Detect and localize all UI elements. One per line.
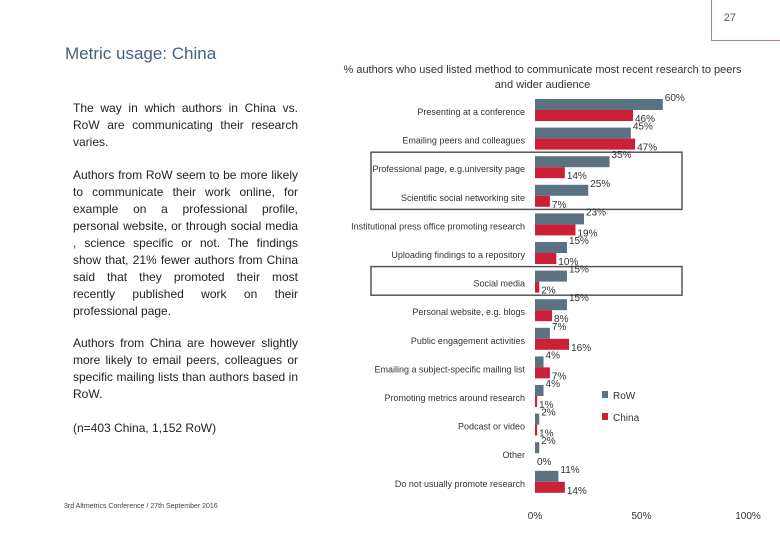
- bar-row-podcast-or-video: [535, 413, 540, 425]
- bar-row-scientific-social-networking-site: [535, 184, 589, 196]
- x-tick-100: 100%: [735, 511, 761, 522]
- footer-ordinal: 3rd: [64, 503, 75, 510]
- category-label-podcast-or-video: Podcast or video: [458, 422, 525, 432]
- bar-china-presenting-at-a-conference: [535, 110, 633, 121]
- sample-size-note: (n=403 China, 1,152 RoW): [73, 421, 217, 435]
- legend-label-china: China: [613, 413, 640, 424]
- category-label-emailing-peers-and-colleagues: Emailing peers and colleagues: [402, 136, 525, 146]
- bar-china-emailing-a-subject-specific-mailing-list: [535, 367, 550, 379]
- data-label-china-uploading-findings-to-a-repository: 10%: [558, 257, 578, 268]
- x-tick-50: 50%: [631, 511, 651, 522]
- highlight-box-2: [370, 265, 683, 296]
- data-label-row-do-not-usually-promote-research: 11%: [560, 465, 579, 476]
- data-label-row-public-engagement-activities: 7%: [552, 322, 567, 333]
- category-label-scientific-social-networking-site: Scientific social networking site: [401, 193, 525, 203]
- data-label-row-emailing-a-subject-specific-mailing-list: 4%: [546, 350, 561, 361]
- data-label-china-promoting-metrics-around-research: 1%: [539, 400, 554, 411]
- bar-row-personal-website-e-g-blogs: [535, 299, 567, 311]
- bar-china-public-engagement-activities: [535, 338, 570, 350]
- data-label-row-promoting-metrics-around-research: 4%: [546, 379, 561, 390]
- x-tick-0: 0%: [528, 511, 543, 522]
- data-label-china-emailing-a-subject-specific-mailing-list: 7%: [552, 371, 567, 382]
- category-label-institutional-press-office-promoting-research: Institutional press office promoting res…: [351, 221, 525, 231]
- bar-row-emailing-a-subject-specific-mailing-list: [535, 356, 544, 368]
- data-label-china-other: 0%: [537, 457, 552, 468]
- category-label-public-engagement-activities: Public engagement activities: [411, 336, 526, 346]
- page-title: Metric usage: China: [65, 44, 217, 63]
- data-label-china-scientific-social-networking-site: 7%: [552, 200, 567, 211]
- data-label-china-emailing-peers-and-colleagues: 47%: [637, 143, 657, 154]
- bar-row-presenting-at-a-conference: [535, 99, 663, 110]
- data-label-china-social-media: 2%: [541, 286, 556, 297]
- bar-china-podcast-or-video: [535, 424, 538, 436]
- data-label-row-presenting-at-a-conference: 60%: [665, 93, 685, 104]
- bar-row-professional-page-e-g-university-page: [535, 156, 610, 168]
- data-label-china-professional-page-e-g-university-page: 14%: [567, 171, 587, 182]
- category-label-uploading-findings-to-a-repository: Uploading findings to a repository: [391, 250, 525, 260]
- bar-china-scientific-social-networking-site: [535, 195, 550, 207]
- bar-china-personal-website-e-g-blogs: [535, 310, 553, 322]
- bar-china-professional-page-e-g-university-page: [535, 167, 565, 179]
- page-corner-frame: [711, 0, 780, 41]
- data-label-row-emailing-peers-and-colleagues: 45%: [633, 122, 653, 133]
- category-label-personal-website-e-g-blogs: Personal website, e.g. blogs: [412, 307, 525, 317]
- bar-row-promoting-metrics-around-research: [535, 385, 544, 396]
- bar-china-promoting-metrics-around-research: [535, 396, 538, 407]
- bar-china-emailing-peers-and-colleagues: [535, 138, 636, 150]
- intro-paragraph: The way in which authors in China vs. Ro…: [73, 101, 298, 149]
- data-label-china-do-not-usually-promote-research: 14%: [567, 486, 587, 497]
- data-label-china-institutional-press-office-promoting-research: 19%: [577, 228, 597, 239]
- data-label-row-institutional-press-office-promoting-research: 23%: [586, 207, 606, 218]
- legend-swatch-china: [602, 413, 608, 420]
- data-label-row-professional-page-e-g-university-page: 35%: [612, 150, 632, 161]
- data-label-row-podcast-or-video: 2%: [541, 408, 556, 419]
- bar-china-social-media: [535, 281, 540, 293]
- data-label-row-personal-website-e-g-blogs: 15%: [569, 293, 589, 304]
- chart-title: % authors who used listed method to comm…: [343, 64, 742, 91]
- data-label-row-scientific-social-networking-site: 25%: [590, 179, 610, 190]
- category-label-do-not-usually-promote-research: Do not usually promote research: [395, 479, 525, 489]
- category-label-other: Other: [502, 450, 525, 460]
- legend-swatch-row: [602, 391, 608, 398]
- legend-label-row: RoW: [613, 391, 636, 402]
- highlight-box-1: [370, 151, 683, 211]
- bar-row-uploading-findings-to-a-repository: [535, 242, 567, 253]
- category-label-presenting-at-a-conference: Presenting at a conference: [417, 107, 525, 117]
- bar-row-public-engagement-activities: [535, 327, 550, 339]
- bar-china-uploading-findings-to-a-repository: [535, 253, 557, 264]
- bar-row-institutional-press-office-promoting-research: [535, 213, 584, 225]
- data-label-row-social-media: 15%: [569, 265, 589, 276]
- bar-row-social-media: [535, 270, 567, 282]
- data-label-china-public-engagement-activities: 16%: [571, 343, 591, 354]
- category-label-promoting-metrics-around-research: Promoting metrics around research: [384, 393, 525, 403]
- data-label-china-personal-website-e-g-blogs: 8%: [554, 314, 569, 325]
- bar-china-institutional-press-office-promoting-research: [535, 224, 576, 236]
- data-label-row-other: 2%: [541, 436, 556, 447]
- bar-china-do-not-usually-promote-research: [535, 481, 565, 493]
- bar-row-other: [535, 442, 540, 454]
- data-label-china-podcast-or-video: 1%: [539, 429, 554, 440]
- footer-caption: Altmetrics Conference / 27th September 2…: [74, 503, 218, 510]
- category-label-emailing-a-subject-specific-mailing-list: Emailing a subject-specific mailing list: [374, 364, 525, 374]
- page-number: 27: [723, 12, 736, 24]
- footer-text: 3rd Altmetrics Conference / 27th Septemb…: [64, 503, 218, 510]
- email-paragraph: Authors from China are however slightly …: [73, 336, 298, 401]
- data-label-china-presenting-at-a-conference: 46%: [635, 114, 655, 125]
- bar-row-do-not-usually-promote-research: [535, 470, 559, 482]
- category-label-social-media: Social media: [473, 279, 525, 289]
- bar-row-emailing-peers-and-colleagues: [535, 127, 631, 139]
- data-label-row-uploading-findings-to-a-repository: 15%: [569, 236, 589, 247]
- category-label-professional-page-e-g-university-page: Professional page, e.g.university page: [372, 164, 525, 174]
- findings-paragraph: Authors from RoW seem to be more likely …: [73, 168, 298, 318]
